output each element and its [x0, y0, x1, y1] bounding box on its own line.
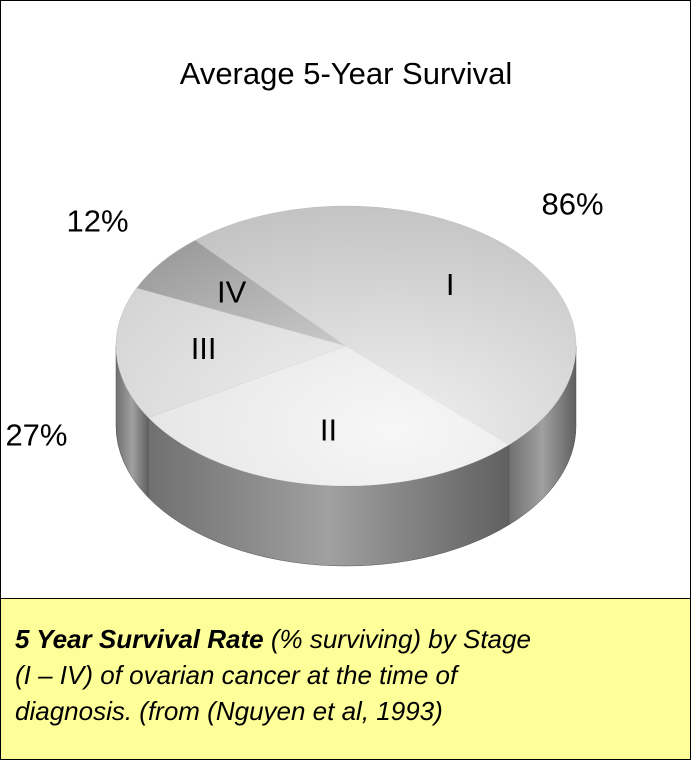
value-label: 12%: [67, 204, 129, 239]
slice-label: III: [191, 331, 217, 366]
value-label: 86%: [542, 186, 604, 221]
pie-shine: [116, 206, 576, 486]
value-label: 27%: [5, 417, 67, 452]
pie: [115, 205, 577, 567]
slice-label: II: [320, 412, 337, 447]
chart: Average 5-Year Survival I86%II51%III27%I…: [5, 56, 604, 644]
slice-label: I: [446, 267, 455, 302]
caption-bold: 5 Year Survival Rate: [15, 624, 264, 654]
caption: 5 Year Survival Rate (% surviving) by St…: [1, 598, 690, 759]
slice-label: IV: [217, 274, 247, 309]
chart-title: Average 5-Year Survival: [180, 56, 513, 91]
caption-line: diagnosis. (from (Nguyen et al, 1993): [15, 696, 443, 726]
caption-line: (% surviving) by Stage: [263, 624, 531, 654]
caption-line: (I – IV) of ovarian cancer at the time o…: [15, 660, 458, 690]
